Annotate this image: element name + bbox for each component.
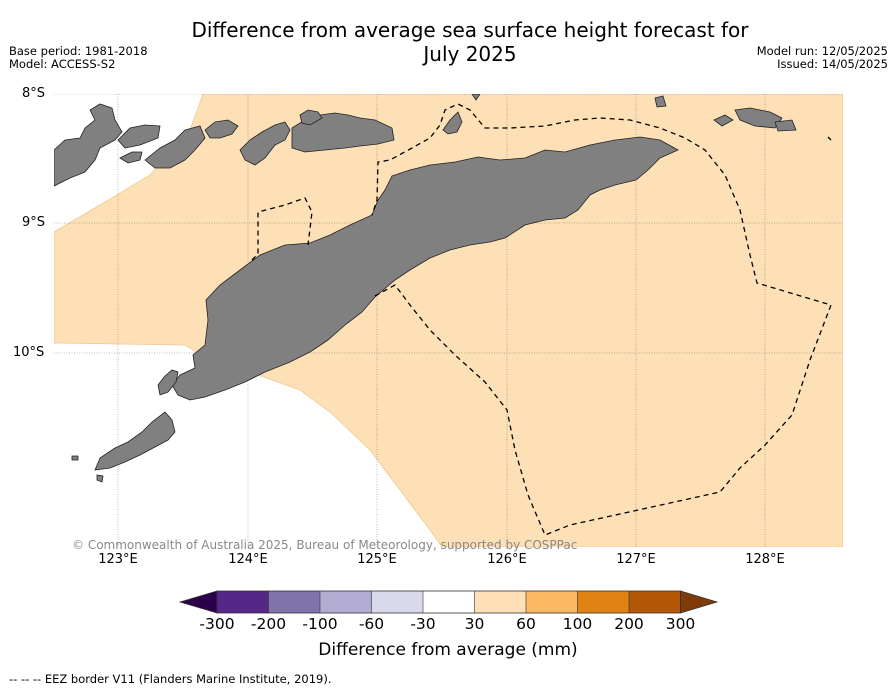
eez-border-main — [371, 103, 832, 536]
colorbar-label: Difference from average (mm) — [318, 640, 578, 660]
colorbar-swatch-5 — [423, 591, 475, 613]
colorbar-swatch-3 — [320, 591, 372, 613]
land-ndana — [71, 455, 79, 461]
land-moa — [774, 119, 797, 132]
colorbar-swatch-7 — [526, 591, 578, 613]
land-lakor — [713, 114, 734, 127]
colorbar-tick: 60 — [516, 615, 536, 633]
land — [54, 94, 797, 483]
colorbar-tick: 200 — [614, 615, 644, 633]
land-wetar — [291, 112, 395, 153]
meta-left: Base period: 1981-2018 Model: ACCESS-S2 — [9, 45, 148, 71]
anomaly-30-60-region — [54, 94, 843, 547]
colorbar-swatch-2 — [268, 591, 320, 613]
lon-label-125E: 125°E — [357, 552, 397, 567]
issued-date: Issued: 14/05/2025 — [777, 57, 888, 71]
model-run: Model run: 12/05/2025 — [756, 44, 888, 58]
land-north-islet — [471, 94, 481, 101]
land-adonara — [117, 124, 161, 149]
lon-label-126E: 126°E — [487, 552, 527, 567]
colorbar-tick: -200 — [250, 615, 287, 633]
colorbar-tick: -30 — [410, 615, 436, 633]
title-line-1: Difference from average sea surface heig… — [191, 18, 749, 42]
lat-label-9S: 9°S — [22, 215, 46, 230]
lat-label-8S: 8°S — [22, 86, 46, 101]
model-name: Model: ACCESS-S2 — [9, 57, 116, 71]
colorbar-tick: 30 — [464, 615, 485, 633]
lon-label-128E: 128°E — [745, 552, 785, 567]
land-lembata — [144, 125, 206, 169]
land-rote-islet — [96, 474, 104, 483]
land-flores — [54, 103, 123, 187]
title-line-2: July 2025 — [423, 42, 517, 66]
lon-label-127E: 127°E — [616, 552, 656, 567]
lon-label-124E: 124°E — [228, 552, 268, 567]
colorbar-extend-high — [680, 590, 719, 614]
lon-label-123E: 123°E — [98, 552, 138, 567]
land-timor — [171, 136, 679, 401]
eez-border-ne-tip — [827, 136, 832, 141]
land-pantar — [204, 119, 239, 139]
eez-borders — [251, 103, 832, 536]
land-alor — [239, 121, 291, 166]
map-area — [54, 94, 843, 547]
meta-right: Model run: 12/05/2025 Issued: 14/05/2025 — [757, 45, 888, 71]
land-solor — [119, 151, 143, 164]
colorbar-swatch-8 — [577, 591, 629, 613]
colorbar-tick: -300 — [199, 615, 235, 633]
colorbar-extend-low — [178, 590, 218, 614]
colorbar-dividers — [268, 591, 630, 613]
colorbar-tick: 300 — [665, 615, 696, 633]
map-title: Difference from average sea surface heig… — [150, 18, 790, 66]
land-semau — [157, 369, 179, 396]
colorbar-tick: -60 — [358, 615, 385, 633]
land-rote — [94, 411, 176, 471]
eez-footnote: -- -- -- EEZ border V11 (Flanders Marine… — [9, 672, 332, 686]
colorbar-swatch-6 — [474, 591, 526, 613]
colorbar-swatch-1 — [217, 591, 269, 613]
land-wetar-west — [299, 109, 323, 126]
colorbar-tick: -100 — [302, 615, 338, 633]
lat-label-10S: 10°S — [13, 345, 45, 360]
land-atauro — [442, 111, 463, 135]
copyright-notice: © Commonwealth of Australia 2025, Bureau… — [72, 538, 578, 552]
colorbar-swatch-9 — [629, 591, 681, 613]
land-kisar-islet — [654, 95, 667, 108]
base-period: Base period: 1981-2018 — [9, 44, 148, 58]
colorbar — [178, 590, 719, 614]
colorbar-swatch-4 — [371, 591, 423, 613]
colorbar-frame — [216, 590, 681, 614]
colorbar-tick: 100 — [562, 615, 593, 633]
